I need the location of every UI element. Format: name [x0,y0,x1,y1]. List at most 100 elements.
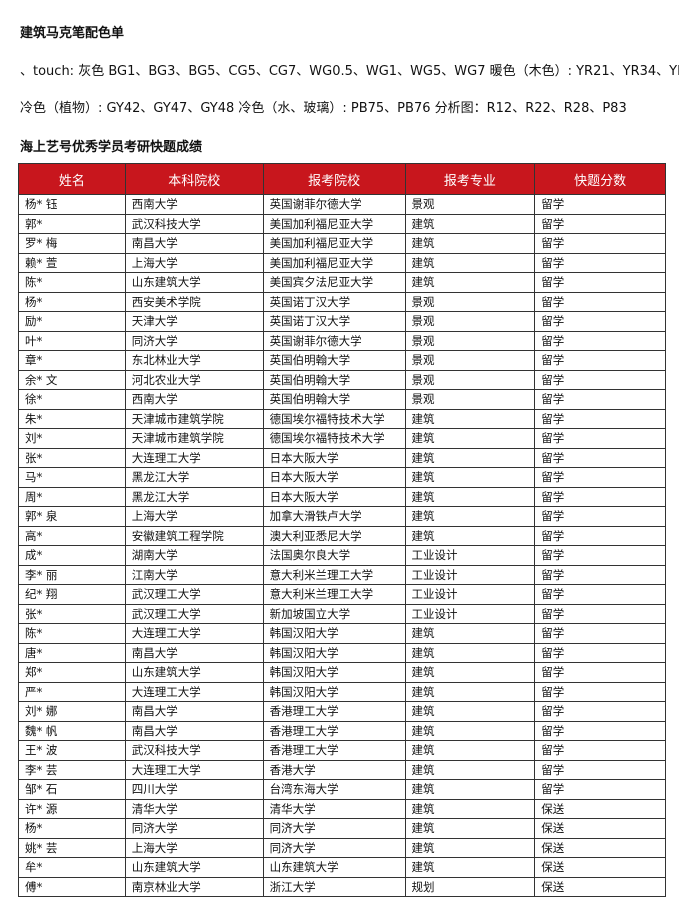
table-cell: 建筑 [404,740,536,761]
table-row: 刘* 天津城市建筑学院 德国埃尔福特技术大学 建筑 留学 [18,428,666,449]
table-cell: 李* 丽 [18,564,126,585]
table-cell: 叶* [18,330,126,351]
table-cell: 天津城市建筑学院 [124,428,264,449]
table-row: 章* 东北林业大学 英国伯明翰大学 景观 留学 [18,350,666,371]
table-row: 余* 文河北农业大学 英国伯明翰大学 景观 留学 [18,369,666,390]
table-cell: 留学 [534,545,666,566]
table-cell: 魏* 帆 [18,720,126,741]
header-cell: 姓名 [18,163,126,195]
table-cell: 保送 [534,857,666,878]
table-row: 邹* 石四川大学 台湾东海大学 建筑 留学 [18,779,666,800]
table-cell: 景观 [404,389,536,410]
table-cell: 美国加利福尼亚大学 [262,252,406,273]
table-cell: 留学 [534,447,666,468]
table-cell: 景观 [404,369,536,390]
header-row: 姓名 本科院校 报考院校 报考专业 快题分数 [18,163,666,195]
table-cell: 留学 [534,662,666,683]
table-cell: 日本大阪大学 [262,486,406,507]
table-cell: 南昌大学 [124,642,264,663]
table-cell: 留学 [534,369,666,390]
table-cell: 南昌大学 [124,233,264,254]
table-cell: 留学 [534,272,666,293]
table-cell: 法国奥尔良大学 [262,545,406,566]
table-cell: 韩国汉阳大学 [262,681,406,702]
table-cell: 许* 源 [18,798,126,819]
table-cell: 新加坡国立大学 [262,603,406,624]
table-cell: 英国伯明翰大学 [262,369,406,390]
table-cell: 留学 [534,623,666,644]
table-cell: 建筑 [404,525,536,546]
table-cell: 日本大阪大学 [262,447,406,468]
table-cell: 留学 [534,603,666,624]
table-cell: 武汉理工大学 [124,584,264,605]
header-cell: 快题分数 [534,163,666,195]
table-cell: 张* [18,447,126,468]
table-row: 杨* 钰西南大学 英国谢菲尔德大学 景观 留学 [18,194,666,215]
table-cell: 保送 [534,798,666,819]
table-cell: 留学 [534,291,666,312]
table-cell: 南昌大学 [124,701,264,722]
table-row: 傅* 南京林业大学 浙江大学 规划 保送 [18,876,666,897]
table-cell: 留学 [534,389,666,410]
table-cell: 保送 [534,837,666,858]
table-cell: 建筑 [404,681,536,702]
table-cell: 王* 波 [18,740,126,761]
table-cell: 成* [18,545,126,566]
table-cell: 澳大利亚悉尼大学 [262,525,406,546]
table-cell: 清华大学 [124,798,264,819]
table-row: 李* 丽江南大学 意大利米兰理工大学 工业设计 留学 [18,564,666,585]
table-cell: 景观 [404,311,536,332]
table-cell: 武汉理工大学 [124,603,264,624]
table-cell: 周* [18,486,126,507]
table-row: 魏* 帆南昌大学 香港理工大学 建筑 留学 [18,720,666,741]
table-cell: 刘* [18,428,126,449]
table-row: 王* 波武汉科技大学 香港理工大学 建筑 留学 [18,740,666,761]
table-cell: 韩国汉阳大学 [262,623,406,644]
table-cell: 台湾东海大学 [262,779,406,800]
table-cell: 意大利米兰理工大学 [262,564,406,585]
table-row: 陈* 山东建筑大学 美国宾夕法尼亚大学 建筑 留学 [18,272,666,293]
table-cell: 香港理工大学 [262,720,406,741]
table-cell: 美国宾夕法尼亚大学 [262,272,406,293]
table-row: 张* 武汉理工大学 新加坡国立大学 工业设计 留学 [18,603,666,624]
table-cell: 留学 [534,213,666,234]
table-row: 杨* 西安美术学院 英国诺丁汉大学 景观 留学 [18,291,666,312]
table-cell: 工业设计 [404,603,536,624]
table-row: 郭* 武汉科技大学 美国加利福尼亚大学 建筑 留学 [18,213,666,234]
table-row: 陈* 大连理工大学 韩国汉阳大学 建筑 留学 [18,623,666,644]
table-cell: 留学 [534,701,666,722]
table-cell: 留学 [534,681,666,702]
table-cell: 西安美术学院 [124,291,264,312]
table-cell: 余* 文 [18,369,126,390]
table-cell: 建筑 [404,759,536,780]
table-cell: 意大利米兰理工大学 [262,584,406,605]
table-cell: 严* [18,681,126,702]
table-cell: 西南大学 [124,389,264,410]
table-cell: 留学 [534,194,666,215]
table-cell: 大连理工大学 [124,623,264,644]
table-cell: 李* 芸 [18,759,126,780]
table-cell: 留学 [534,759,666,780]
table-cell: 英国伯明翰大学 [262,389,406,410]
table-cell: 规划 [404,876,536,897]
table-cell: 大连理工大学 [124,681,264,702]
table-cell: 工业设计 [404,564,536,585]
table-cell: 留学 [534,233,666,254]
table-cell: 四川大学 [124,779,264,800]
table-cell: 马* [18,467,126,488]
table-cell: 武汉科技大学 [124,740,264,761]
table-cell: 保送 [534,818,666,839]
table-cell: 江南大学 [124,564,264,585]
table-cell: 建筑 [404,642,536,663]
table-cell: 陈* [18,272,126,293]
table-cell: 建筑 [404,428,536,449]
table-cell: 建筑 [404,233,536,254]
table-cell: 武汉科技大学 [124,213,264,234]
table-cell: 东北林业大学 [124,350,264,371]
table-row: 周* 黑龙江大学 日本大阪大学 建筑 留学 [18,486,666,507]
table-row: 许* 源清华大学 清华大学 建筑 保送 [18,798,666,819]
table-cell: 留学 [534,506,666,527]
table-cell: 英国伯明翰大学 [262,350,406,371]
table-row: 牟* 山东建筑大学 山东建筑大学 建筑 保送 [18,857,666,878]
